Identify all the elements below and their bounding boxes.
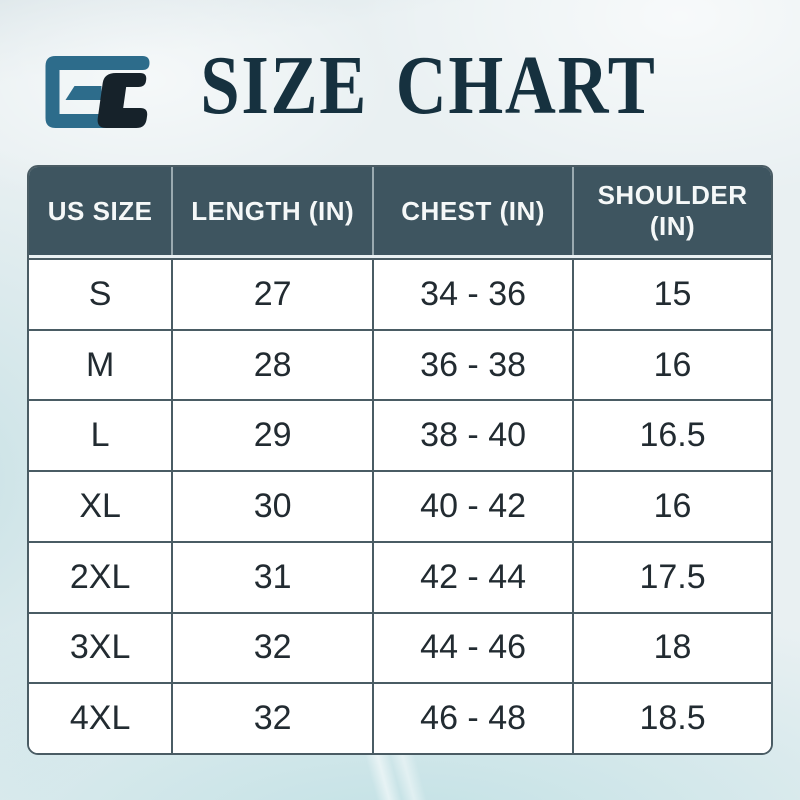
size-label-cell: XL [29,472,172,541]
table-cell: 46 - 48 [372,684,573,753]
column-header-shoulder-in: SHOULDER (IN) [572,167,771,255]
size-row-4xl: 4XL 32 46 - 48 18.5 [29,682,771,753]
page-title-wrap: SIZE CHART [0,44,800,128]
size-label-cell: 2XL [29,542,172,612]
size-label-cell: 3XL [29,613,172,683]
brand-logo [45,56,158,128]
table-cell: 36 - 38 [372,330,573,400]
size-row-xl: XL 30 40 - 42 16 [29,470,771,541]
size-label-cell: L [29,401,172,471]
page-title: SIZE CHART [199,39,656,132]
table-cell: 18.5 [572,684,771,753]
column-header-chest-in: CHEST (IN) [372,167,572,255]
size-label-cell: S [29,260,172,329]
size-row-m: M 28 36 - 38 16 [29,328,771,400]
table-cell: 16 [572,472,771,541]
table-cell: 16 [572,330,771,400]
table-cell: 15 [572,260,771,329]
table-cell: 27 [171,260,373,329]
size-row-2xl: 2XL 31 42 - 44 17.5 [29,540,771,612]
table-cell: 28 [171,330,373,400]
size-row-s: S 27 34 - 36 15 [29,260,771,329]
size-chart-table: US SIZE LENGTH (IN) CHEST (IN) SHOULDER (IN… [27,165,773,755]
table-cell: 18 [572,613,771,683]
table-cell: 17.5 [572,542,771,612]
column-header-length-in: LENGTH (IN) [171,167,372,255]
table-cell: 32 [171,613,373,683]
column-header-us-size: US SIZE [47,195,153,226]
gc-logo-icon [45,56,150,128]
size-row-l: L 29 38 - 40 16.5 [29,399,771,471]
size-table-header-row: US SIZE LENGTH (IN) CHEST (IN) SHOULDER (IN… [29,167,771,258]
table-cell: 40 - 42 [372,472,573,541]
size-table-body: S 27 34 - 36 15 M 28 36 - 38 16 L 29 38 - 40 16.5 XL… [29,258,771,753]
table-cell: 34 - 36 [372,260,573,329]
table-cell: 29 [171,401,373,471]
table-cell: 38 - 40 [372,401,573,471]
table-cell: 16.5 [572,401,771,471]
table-cell: 32 [171,684,373,753]
table-cell: 42 - 44 [372,542,573,612]
size-label-cell: 4XL [29,684,172,753]
page-header: SIZE CHART [0,0,800,160]
table-cell: 44 - 46 [372,613,573,683]
size-row-3xl: 3XL 32 44 - 46 18 [29,611,771,683]
size-label-cell: M [29,330,172,400]
table-cell: 31 [171,542,373,612]
table-cell: 30 [171,472,373,541]
